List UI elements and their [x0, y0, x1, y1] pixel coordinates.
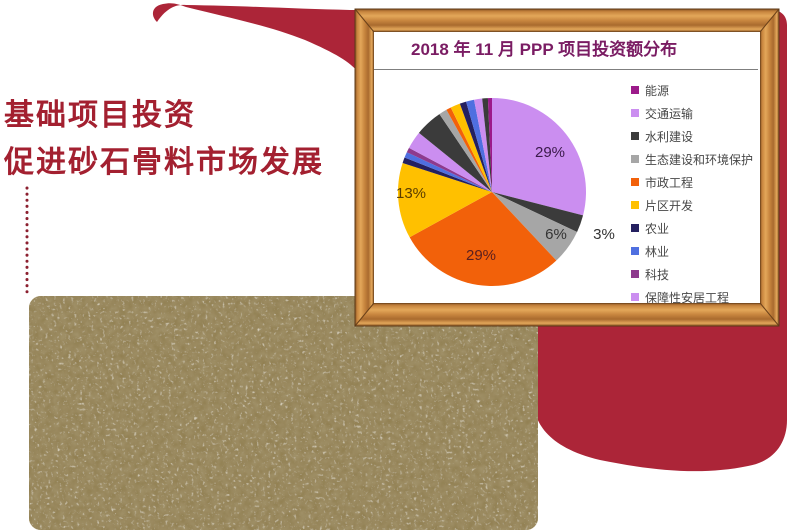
svg-text:3%: 3%	[593, 226, 615, 243]
svg-text:6%: 6%	[545, 226, 567, 243]
svg-text:13%: 13%	[396, 185, 426, 202]
svg-text:29%: 29%	[535, 144, 565, 161]
svg-text:29%: 29%	[466, 247, 496, 264]
